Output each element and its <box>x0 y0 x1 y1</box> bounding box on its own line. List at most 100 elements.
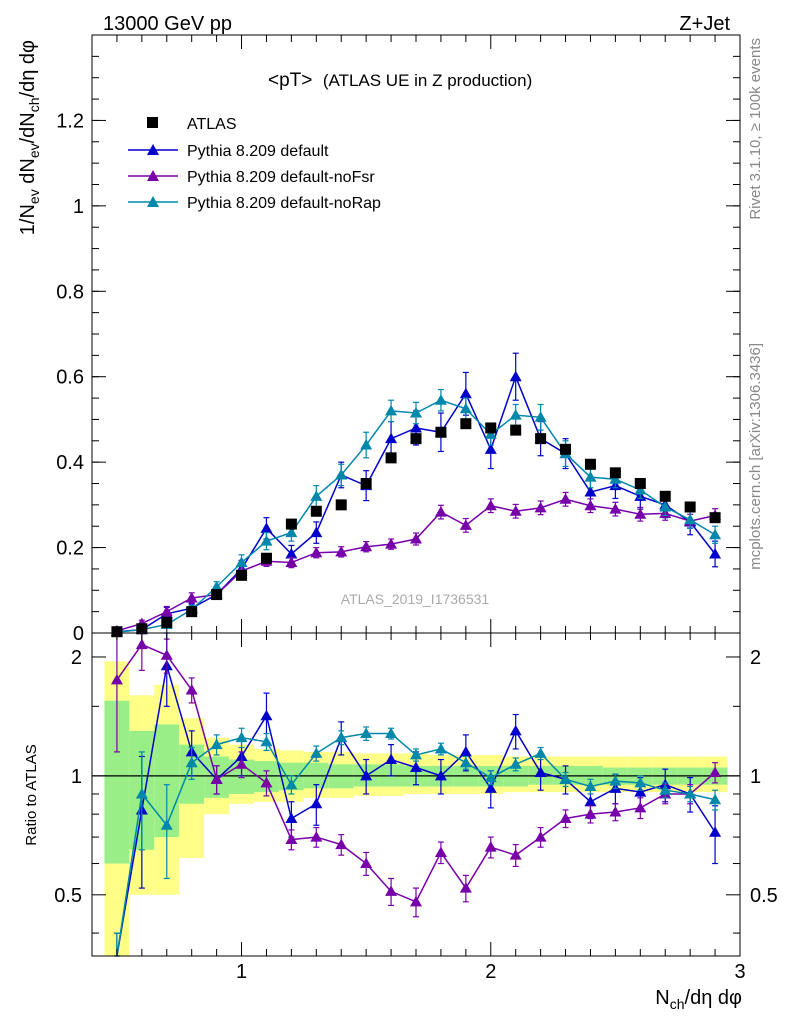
ratio-data-point <box>509 849 522 860</box>
main-data-point <box>484 443 497 454</box>
ratio-data-point <box>310 747 323 758</box>
atlas-data-point <box>609 467 621 479</box>
ratio-data-point <box>434 769 447 781</box>
main-data-point <box>609 473 622 484</box>
ratio-data-point <box>484 841 497 852</box>
ratio-data-point <box>484 771 497 783</box>
legend: ATLAS Pythia 8.209 default Pythia 8.209 … <box>128 116 381 212</box>
ratio-data-point <box>285 778 298 790</box>
main-panel: 0 0.2 0.4 0.6 0.8 1 1.2 <pT> (ATLAS UE in Z pr… <box>17 34 741 645</box>
main-data-point <box>285 526 298 538</box>
ratio-data-point <box>634 776 647 788</box>
header-left: 13000 GeV pp <box>103 13 232 35</box>
ratio-data-point <box>285 812 298 824</box>
main-data-point <box>459 402 472 414</box>
ratio-data-point <box>385 727 398 739</box>
main-data-point <box>360 540 373 552</box>
ratio-data-point <box>335 731 348 743</box>
mcplots-reference-text: mcplots.cern.ch [arXiv:1306.3436] <box>747 343 764 570</box>
legend-label-atlas: ATLAS <box>187 116 237 133</box>
main-data-point <box>285 556 298 568</box>
ratio-data-point <box>410 895 422 907</box>
ratio-y-tick-label-right: 2 <box>750 647 761 669</box>
ratio-data-point <box>385 885 398 896</box>
ratio-data-point <box>360 857 373 869</box>
ratio-data-point <box>260 735 273 747</box>
main-data-point <box>459 519 472 530</box>
atlas-data-point <box>335 499 347 511</box>
main-y-tick-label: 0.2 <box>56 538 84 560</box>
rivet-version-text: Rivet 3.1.10, ≥ 100k events <box>747 38 764 220</box>
legend-marker-norap <box>147 196 159 207</box>
ratio-y-tick-label: 2 <box>71 647 82 669</box>
ylabel-part-4: /dη dφ <box>17 40 39 97</box>
ratio-data-point <box>659 784 672 795</box>
ylabel-sub-2: ev <box>26 143 42 158</box>
main-data-point <box>185 591 198 603</box>
main-y-tick-label: 0.8 <box>56 281 84 303</box>
main-series-2 <box>110 491 722 636</box>
legend-label-norap: Pythia 8.209 default-noRap <box>187 195 381 212</box>
main-data-point <box>310 490 323 501</box>
main-y-tick-label: 1 <box>73 196 84 218</box>
xlabel-sub: ch <box>670 996 685 1012</box>
ratio-data-point <box>434 742 447 754</box>
ratio-data-point <box>410 748 422 760</box>
atlas-data-point <box>360 478 372 489</box>
ratio-data-point <box>310 797 323 809</box>
legend-label-nofsr: Pythia 8.209 default-noFsr <box>187 169 375 186</box>
ratio-y-tick-label: 1 <box>71 766 82 788</box>
atlas-data-point <box>435 426 447 438</box>
atlas-data-point <box>211 589 223 601</box>
main-data-point <box>509 409 522 420</box>
ratio-data-point <box>335 838 348 850</box>
analysis-watermark: ATLAS_2019_I1736531 <box>341 591 490 607</box>
main-data-point <box>584 486 597 497</box>
ratio-data-point <box>360 727 373 739</box>
ylabel-sub-1: ev <box>26 189 42 204</box>
main-data-point <box>659 500 672 512</box>
main-data-point <box>210 580 223 592</box>
ratio-data-point <box>709 793 722 805</box>
atlas-data-point <box>634 478 646 489</box>
main-data-point <box>410 407 422 418</box>
ratio-data-point <box>609 775 622 786</box>
ratio-y-axis-label: Ratio to ATLAS <box>23 744 40 845</box>
atlas-data-point <box>161 616 173 628</box>
ratio-series-1 <box>110 632 722 918</box>
header-right: Z+Jet <box>679 13 730 35</box>
ratio-data-point <box>534 831 547 842</box>
main-data-point <box>609 503 622 514</box>
atlas-data-point <box>186 606 198 618</box>
main-data-point <box>709 528 722 540</box>
ratio-data-point <box>584 808 597 819</box>
main-data-point <box>310 546 323 558</box>
main-data-point <box>559 493 572 504</box>
ratio-y-tick-label-right: 0.5 <box>750 885 778 907</box>
legend-label-default: Pythia 8.209 default <box>187 143 329 160</box>
ratio-data-point <box>135 638 148 650</box>
main-data-point <box>584 499 597 511</box>
main-data-point <box>634 483 647 495</box>
ratio-data-point <box>385 753 398 765</box>
legend-marker-atlas <box>147 117 158 128</box>
ratio-data-point <box>235 758 248 769</box>
main-data-point <box>260 535 273 546</box>
ratio-data-point <box>709 826 722 837</box>
ylabel-part-2: dN <box>17 158 39 189</box>
legend-marker-default <box>147 144 159 155</box>
main-y-tick-label: 1.2 <box>56 110 84 132</box>
atlas-data-point <box>285 518 297 530</box>
ratio-data-point <box>434 846 447 857</box>
main-data-point <box>584 471 597 482</box>
atlas-data-point <box>410 433 422 445</box>
atlas-data-point <box>535 433 547 445</box>
ratio-data-point <box>210 773 223 784</box>
ratio-data-point <box>559 812 572 824</box>
ratio-data-point <box>534 766 547 777</box>
ratio-data-point <box>459 745 472 757</box>
ratio-data-point <box>310 831 323 842</box>
main-data-point <box>160 605 173 617</box>
main-data-point <box>634 508 647 519</box>
